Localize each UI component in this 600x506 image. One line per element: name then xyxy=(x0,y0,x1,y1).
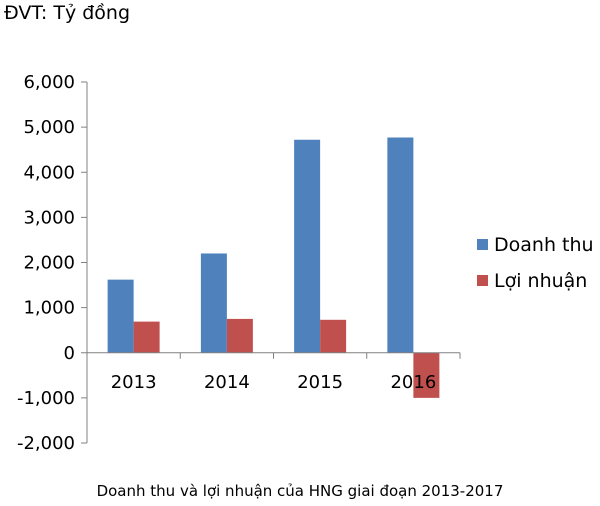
chart-caption: Doanh thu và lợi nhuận của HNG giai đoạn… xyxy=(96,482,504,500)
bar-doanh-thu-2015 xyxy=(294,139,321,353)
y-tick-label: 6,000 xyxy=(23,72,75,93)
legend-label-doanh-thu: Doanh thu xyxy=(494,234,594,256)
unit-label: ĐVT: Tỷ đồng xyxy=(4,2,131,24)
bar-loi-nhuan-2016 xyxy=(413,352,440,398)
bars xyxy=(107,137,440,398)
legend-swatch-doanh-thu xyxy=(477,239,488,250)
legend-swatch-loi-nhuan xyxy=(477,275,488,286)
x-category-label: 2013 xyxy=(111,372,157,393)
y-tick-label: 2,000 xyxy=(23,253,75,274)
x-category-label: 2015 xyxy=(297,372,343,393)
y-tick-label: 1,000 xyxy=(23,298,75,319)
bar-loi-nhuan-2015 xyxy=(320,319,347,353)
x-axis: 2013 2014 2015 2016 xyxy=(87,352,461,393)
bar-doanh-thu-2013 xyxy=(107,279,134,353)
y-tick-label: 4,000 xyxy=(23,162,75,183)
legend: Doanh thu Lợi nhuận xyxy=(477,234,594,292)
legend-label-loi-nhuan: Lợi nhuận xyxy=(494,270,587,292)
bar-doanh-thu-2014 xyxy=(200,253,227,353)
y-tick-label: -1,000 xyxy=(17,388,75,409)
bar-chart: 6,000 5,000 4,000 3,000 2,000 1,000 0 -1,000 -2,… xyxy=(17,72,594,454)
y-axis: 6,000 5,000 4,000 3,000 2,000 1,000 0 -1,000 -2,… xyxy=(17,72,88,454)
y-tick-label: 0 xyxy=(64,343,75,364)
x-category-label: 2016 xyxy=(390,372,436,393)
bar-loi-nhuan-2014 xyxy=(226,318,253,353)
y-tick-label: 3,000 xyxy=(23,207,75,228)
y-tick-label: 5,000 xyxy=(23,117,75,138)
bar-doanh-thu-2016 xyxy=(387,137,414,353)
x-category-label: 2014 xyxy=(204,372,250,393)
bar-loi-nhuan-2013 xyxy=(133,321,160,353)
y-tick-label: -2,000 xyxy=(17,433,75,454)
